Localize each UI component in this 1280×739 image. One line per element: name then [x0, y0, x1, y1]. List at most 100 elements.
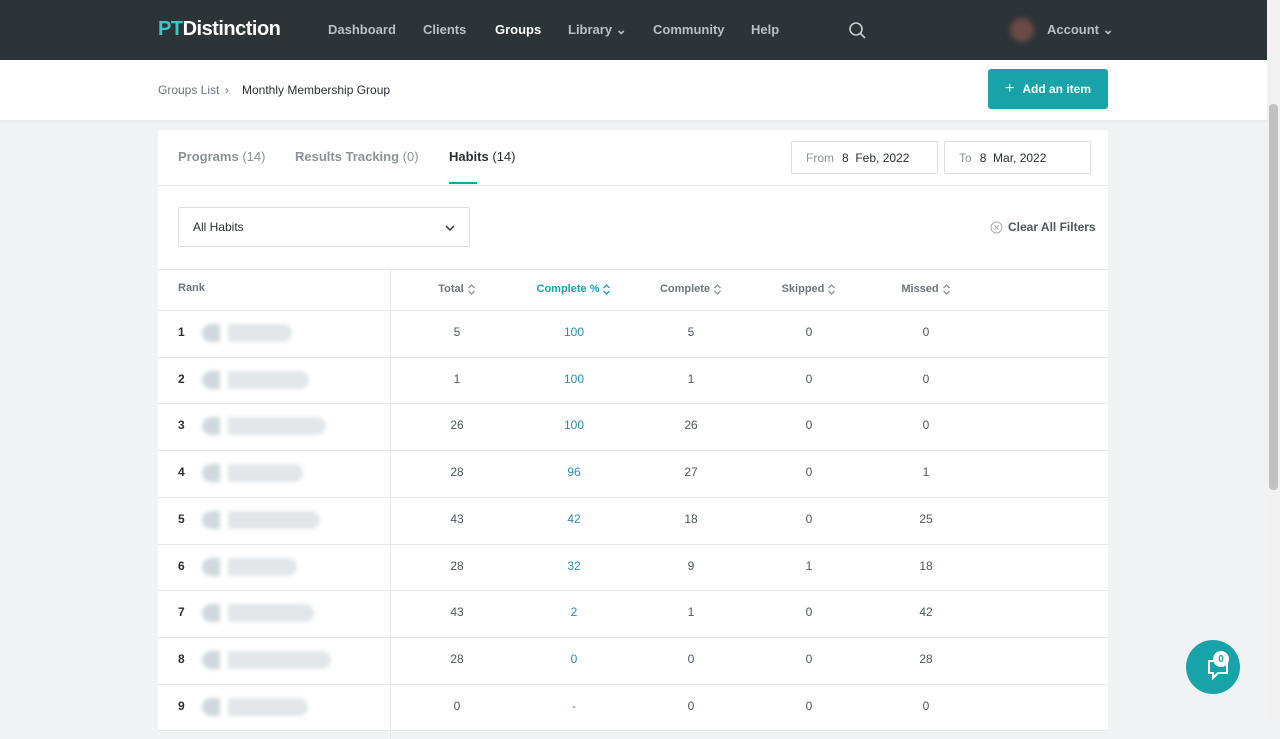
logo[interactable]: PTDistinction — [158, 18, 281, 41]
account-menu[interactable]: Account ⌄ — [1047, 22, 1114, 37]
cell: 28 — [450, 465, 464, 480]
sort-icon — [942, 283, 950, 295]
cell: 0 — [922, 698, 930, 713]
chat-button[interactable] — [1186, 640, 1240, 694]
chevron — [445, 225, 455, 232]
clear-filters[interactable]: Clear All Filters — [990, 220, 1096, 234]
rank: 4 — [178, 465, 185, 480]
breadcrumb-current: Monthly Membership Group — [242, 83, 391, 97]
blurred-name — [202, 324, 292, 342]
cell: 5 — [453, 325, 461, 339]
column-header[interactable]: Missed — [886, 283, 966, 295]
column-header[interactable]: Skipped — [769, 283, 849, 295]
rank: 3 — [178, 418, 185, 433]
chat-icon — [1208, 660, 1228, 681]
cell: 28 — [450, 651, 464, 666]
breadcrumb-separator: › — [225, 83, 229, 97]
cell: 0 — [805, 371, 813, 386]
chat-badge: 0 — [1213, 651, 1229, 667]
cell: 0 — [922, 371, 930, 386]
cell: 1 — [687, 605, 695, 620]
nav-link[interactable]: Help — [751, 22, 779, 37]
column-header-label: Total — [438, 283, 464, 295]
content-card: From 8 Feb, 2022 To 8 Mar, 2022 All Habits… — [158, 130, 1108, 739]
cell: - — [572, 698, 576, 713]
cell: 1 — [453, 371, 461, 386]
nav-link[interactable]: Clients — [423, 22, 466, 37]
nav-link-label: Help — [751, 22, 780, 37]
column-header[interactable]: Complete — [651, 283, 731, 295]
cell: 0 — [453, 698, 461, 713]
nav-link-label: Library — [568, 22, 613, 37]
row-border — [158, 543, 1108, 545]
cell: 1 — [922, 465, 930, 480]
sort-icon — [828, 283, 836, 295]
tab-label: Habits — [449, 149, 489, 164]
logo-text: Distinction — [182, 18, 281, 40]
cell: 28 — [919, 651, 933, 666]
row-border — [158, 403, 1108, 405]
date-to[interactable]: To 8 Mar, 2022 — [944, 141, 1091, 174]
nav-link-label: Groups — [495, 22, 542, 37]
cell: 1 — [687, 371, 695, 386]
nav-link[interactable]: Community — [653, 22, 725, 37]
cell: 100 — [563, 325, 585, 339]
column-divider — [390, 269, 391, 739]
cell: 2 — [570, 605, 578, 620]
nav-link[interactable]: Library ⌄ — [568, 22, 627, 37]
avatar[interactable] — [1010, 18, 1034, 42]
blurred-name — [202, 510, 320, 529]
blurred-name — [202, 464, 303, 483]
date-to-label: To — [959, 150, 972, 165]
rank: 8 — [178, 651, 185, 666]
cell: 0 — [922, 325, 930, 339]
cell: 100 — [563, 371, 585, 386]
tab-count: (14) — [492, 149, 516, 164]
cell: 9 — [687, 558, 695, 573]
tab-label: Programs — [178, 149, 239, 164]
date-to-value: 8 Mar, 2022 — [979, 150, 1047, 165]
column-header[interactable]: Complete % — [534, 283, 614, 295]
column-header-label: Rank — [178, 282, 205, 294]
date-from[interactable]: From 8 Feb, 2022 — [791, 141, 938, 174]
cell: 96 — [567, 465, 581, 480]
nav-link[interactable]: Dashboard — [328, 22, 396, 37]
cell: 43 — [450, 605, 464, 620]
cell: 28 — [450, 558, 464, 573]
cell: 0 — [805, 605, 813, 620]
row-border — [158, 356, 1108, 358]
row-border — [158, 730, 1108, 732]
column-header[interactable]: Total — [417, 283, 497, 295]
rank: 2 — [178, 371, 185, 386]
cell: 26 — [684, 418, 698, 433]
habit-filter[interactable]: All Habits — [178, 207, 470, 247]
cell: 0 — [570, 651, 578, 666]
cell: 0 — [922, 418, 930, 433]
scrollbar-thumb[interactable] — [1269, 104, 1278, 490]
column-header-label: Missed — [901, 283, 939, 295]
cell: 26 — [450, 418, 464, 433]
tab[interactable]: Programs (14) — [178, 149, 265, 164]
add-item-button[interactable]: + Add an item — [988, 69, 1108, 109]
cell: 27 — [684, 465, 698, 480]
search-icon[interactable] — [848, 21, 866, 39]
tab[interactable]: Results Tracking (0) — [295, 149, 419, 164]
cell: 18 — [919, 558, 933, 573]
nav-link[interactable]: Groups — [495, 22, 541, 37]
tab-label: Results Tracking — [295, 149, 400, 164]
add-item-label: Add an item — [1022, 82, 1091, 96]
row-border — [158, 683, 1108, 685]
blurred-name — [202, 370, 309, 389]
tab[interactable]: Habits (14) — [449, 149, 515, 164]
divider — [158, 310, 1108, 311]
cell: 0 — [805, 325, 813, 339]
cell: 18 — [684, 511, 698, 526]
breadcrumb-bar: Groups List › Monthly Membership Group +… — [0, 60, 1267, 120]
account-label: Account — [1047, 22, 1099, 37]
breadcrumb-link[interactable]: Groups List — [158, 83, 220, 97]
blurred-name — [202, 650, 331, 669]
cell: 0 — [805, 418, 813, 433]
cell: 42 — [919, 605, 933, 620]
habit-filter-value: All Habits — [193, 220, 244, 234]
